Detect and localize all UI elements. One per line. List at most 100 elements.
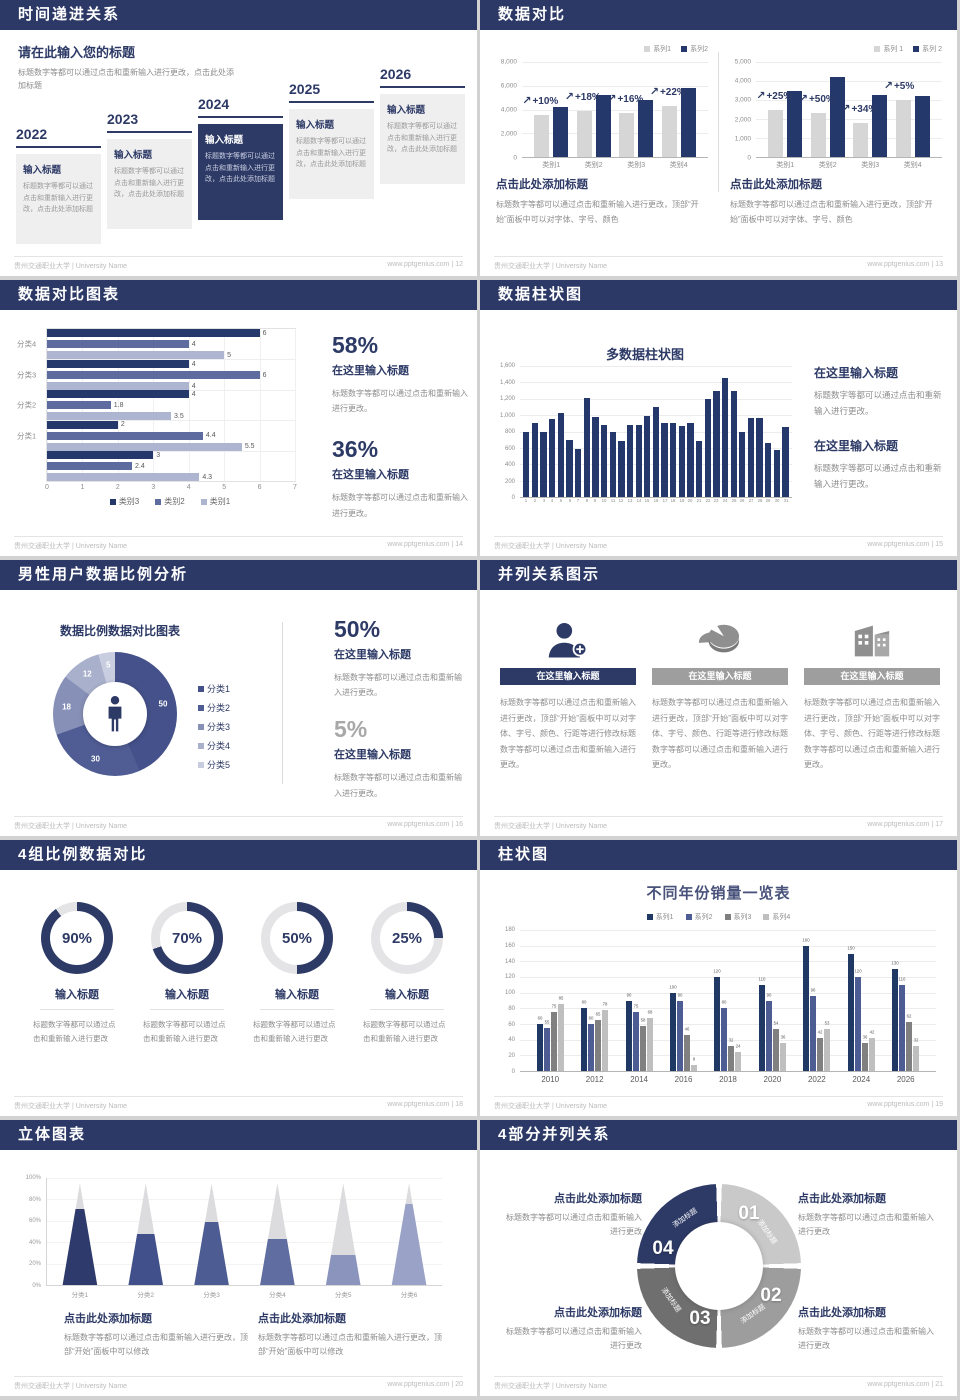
x-tick-label: 类别4 — [903, 162, 922, 169]
bar: 54 — [772, 1022, 779, 1071]
legend-swatch — [198, 742, 204, 749]
footer-university: 贵州交通职业大学 | University Name — [14, 543, 128, 550]
bar — [549, 419, 556, 497]
card-body: 标题数字等都可以通过点击和重新输入进行更改，点击此处添加标题 — [23, 183, 93, 214]
slide-hbar-chart[interactable]: 数据对比图表 0 1 2 3 4 5 6 7 分类4 6 4 5 分类3 4 6 4 分类2 4 1.8 3.5 分类1… — [0, 280, 477, 556]
card-body: 标题数字等都可以通过点击和重新输入进行更改，点击此处添加标题 — [114, 168, 184, 199]
bar: 96 — [810, 989, 817, 1071]
legend-swatch — [200, 498, 207, 505]
slide-title: 立体图表 — [18, 1126, 87, 1143]
bar — [872, 95, 888, 157]
slide-timeline[interactable]: 时间递进关系 请在此输入您的标题 标题数字等都可以通过点击和重新输入进行更改，点… — [0, 0, 477, 276]
bar-group: 20 — [686, 366, 695, 503]
bar-row: 4 — [47, 382, 295, 391]
ring-column: 25% 输入标题 标题数字等都可以通过点击和重新输入进行更改 — [352, 902, 462, 1045]
slide-footer: 贵州交通职业大学 | University Name www.pptgenius… — [14, 1376, 463, 1391]
bar-row: 1.8 — [47, 401, 295, 410]
bar: 100 — [669, 986, 677, 1071]
chart-legend: 系列 1 系列 2 — [730, 44, 942, 54]
footer-site-page: www.pptgenius.com | 21 — [867, 1381, 943, 1388]
progress-ring: 50% — [261, 902, 333, 974]
y-tick-label: 20 — [508, 1053, 515, 1060]
slide-3d-cones[interactable]: 立体图表 100% 80% 60% 40% 20% 0% 分类1 分类2 分类3 分类4 分类5 分类… — [0, 1120, 477, 1396]
caption-block: 点击此处添加标题 标题数字等都可以通过点击和重新输入进行更改，顶部“开始”面板中… — [64, 1310, 250, 1360]
legend-swatch — [109, 498, 116, 505]
bar — [47, 473, 200, 482]
slide-four-part-ring[interactable]: 4部分并列关系 01 02 03 04 添加标题 添加标题 添加标题 添加标题 点击此处添加标… — [480, 1120, 957, 1396]
bar — [553, 107, 569, 157]
bar — [531, 423, 539, 497]
corner-block-top-left: 点击此处添加标题 标题数字等都可以通过点击和重新输入进行更改 — [504, 1190, 642, 1240]
bar: 58 — [639, 1018, 646, 1071]
bar-value-label: 32 — [729, 1038, 734, 1044]
category-label: 分类1 — [17, 431, 37, 441]
y-tick-label: 1,600 — [499, 363, 515, 369]
bar: 32 — [913, 1039, 920, 1071]
slide-title: 数据柱状图 — [498, 286, 584, 303]
legend-item: 类别3 — [109, 496, 139, 507]
slide-parallel-relation[interactable]: 并列关系图示 在这里输入标题 标题数字等都可以通过点击和重新输入进行更改，顶部“… — [480, 560, 957, 836]
slide-yearly-sales[interactable]: 柱状图 不同年份销量一览表 系列1 系列2 系列3 系列4 180 160 140 1… — [480, 840, 957, 1116]
gridline — [520, 366, 792, 367]
timeline-item-2025: 2025 输入标题 标题数字等都可以通过点击和重新输入进行更改，点击此处添加标题 — [289, 81, 374, 199]
panel-body: 标题数字等都可以通过点击和重新输入进行更改，顶部“开始”面板中可以对字体、字号、… — [496, 200, 699, 224]
slide-footer: 贵州交通职业大学 | University Name www.pptgenius… — [494, 1096, 943, 1111]
bar: 150 — [847, 946, 854, 1071]
bar-group: 90 75 58 68 2014 — [625, 930, 653, 1084]
slide-column-chart[interactable]: 数据柱状图 多数据柱状图 1,600 1,400 1,200 1,000 800 600 4… — [480, 280, 957, 556]
bar: 130 — [892, 962, 899, 1071]
legend-swatch — [681, 46, 688, 52]
donut-center — [83, 682, 147, 746]
relation-column-2: 在这里输入标题 标题数字等都可以通过点击和重新输入进行更改，顶部“开始”面板中可… — [652, 606, 788, 773]
plot-area: 类别1 ↗+10% 类别2 ↗+18% 类别3 ↗+16% 类别4 ↗+22% — [522, 62, 708, 169]
gridline — [756, 138, 942, 139]
bar-value-label: 3 — [156, 451, 161, 459]
bar-group: 24 — [721, 366, 730, 503]
category-label: 分类2 — [137, 1292, 155, 1299]
stat-percent: 36% — [332, 436, 379, 463]
bar — [47, 462, 133, 471]
slide-title: 男性用户数据比例分析 — [18, 566, 189, 583]
caption-heading: 点击此处添加标题 — [258, 1313, 346, 1325]
progress-ring: 70% — [151, 902, 223, 974]
cone-column: 分类4 — [257, 1178, 297, 1299]
x-tick-label: 27 — [748, 499, 754, 504]
card-title: 输入标题 — [114, 150, 153, 161]
bar: 32 — [728, 1039, 735, 1071]
x-tick-label: 22 — [705, 499, 711, 504]
cone-column: 分类2 — [126, 1178, 166, 1299]
y-tick-label: 20% — [28, 1261, 41, 1268]
bar-value-label: 53 — [824, 1022, 830, 1027]
caption-body: 标题数字等都可以通过点击和重新输入进行更改，顶部“开始”面板中可以修改 — [64, 1333, 248, 1357]
x-tick-label: 2012 — [585, 1075, 604, 1084]
bar-group: 类别3 ↗+34% — [841, 62, 888, 169]
horizontal-bar-chart: 0 1 2 3 4 5 6 7 分类4 6 4 5 分类3 4 6 4 分类2 4 1.8 3.5 分类1 2 4.4 5.5… — [16, 328, 316, 507]
x-tick-label: 2022 — [807, 1075, 826, 1084]
bar-value-label: 90 — [677, 993, 683, 998]
bar — [670, 423, 677, 497]
stat-percent: 50% — [334, 616, 381, 642]
bar: 160 — [803, 939, 810, 1071]
bar-row: 5.5 — [47, 442, 295, 451]
ring-column: 90% 输入标题 标题数字等都可以通过点击和重新输入进行更改 — [22, 902, 132, 1045]
slide-donut-analysis[interactable]: 男性用户数据比例分析 数据比例数据对比图表 50 30 18 12 5 分类1 分类2 … — [0, 560, 477, 836]
slide-data-compare[interactable]: 数据对比 系列1 系列2 8,000 6,000 4,000 2,000 0 类别1 ↗+1… — [480, 0, 957, 276]
vertical-divider — [282, 622, 283, 784]
y-tick-label: 1,000 — [499, 412, 515, 419]
ring-column: 70% 输入标题 标题数字等都可以通过点击和重新输入进行更改 — [132, 902, 242, 1045]
bar — [557, 412, 565, 497]
bar-group: 3 2.4 4.3 — [47, 450, 295, 482]
bar — [782, 427, 789, 497]
bar: 75 — [632, 1005, 639, 1071]
bar: 68 — [646, 1011, 653, 1071]
bar-value-label: 2.4 — [135, 462, 145, 470]
bar-group: 1 — [522, 366, 531, 503]
text-heading: 在这里输入标题 — [814, 439, 899, 454]
column-body: 标题数字等都可以通过点击和重新输入进行更改，顶部“开始”面板中可以对字体、字号、… — [652, 698, 788, 770]
slide-header: 数据对比 — [480, 0, 957, 30]
legend-item: 分类1 — [198, 682, 230, 695]
legend-swatch — [644, 46, 651, 52]
slide-percent-rings[interactable]: 4组比例数据对比 90% 输入标题 标题数字等都可以通过点击和重新输入进行更改 … — [0, 840, 477, 1116]
growth-annotation: ↗+18% — [564, 90, 601, 103]
bar-group: 13 — [626, 366, 635, 503]
